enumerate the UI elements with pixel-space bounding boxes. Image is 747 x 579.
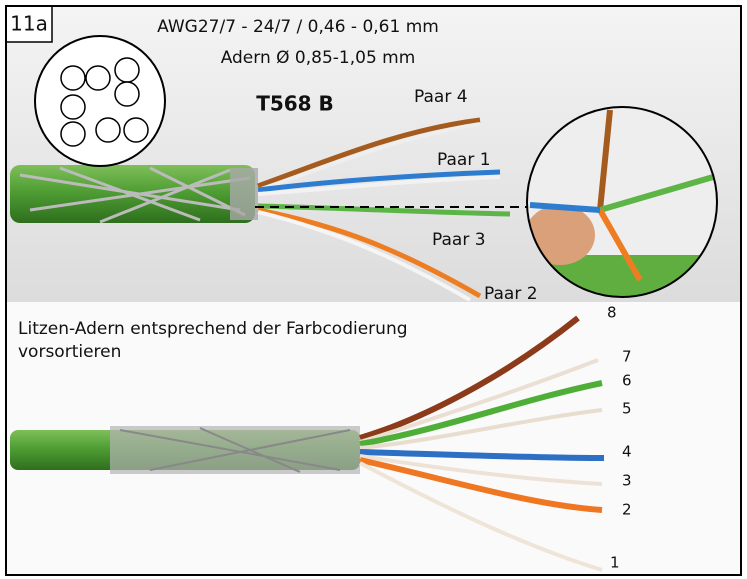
spec-line: Adern Ø 0,85-1,05 mm [221,48,416,68]
caption: vorsortieren [18,342,121,362]
pair-label: Paar 2 [484,284,538,304]
bottom-panel: Litzen-Adern entsprechend der Farbcodier… [6,302,741,575]
wire-number: 2 [622,501,632,519]
standard-label: T568 B [256,92,334,116]
wire-number: 3 [622,472,632,490]
top-panel: 11a AWG27/7 - 24/7 / 0,46 - 0,61 mm Ader… [6,6,741,315]
pair-label: Paar 4 [414,87,468,107]
wire-number: 7 [622,348,632,366]
wire-number: 8 [607,304,617,322]
instruction-figure: 11a AWG27/7 - 24/7 / 0,46 - 0,61 mm Ader… [0,0,747,579]
caption: Litzen-Adern entsprechend der Farbcodier… [18,319,408,339]
pair-label: Paar 3 [432,230,486,250]
wire-number: 6 [622,372,632,390]
wire-number: 4 [622,443,632,461]
pair-label: Paar 1 [437,150,491,170]
page: 11a AWG27/7 - 24/7 / 0,46 - 0,61 mm Ader… [0,0,747,579]
wire-number: 1 [610,554,620,572]
wire-number: 5 [622,400,632,418]
step-label: 11a [10,12,48,36]
spec-line: AWG27/7 - 24/7 / 0,46 - 0,61 mm [157,17,439,37]
